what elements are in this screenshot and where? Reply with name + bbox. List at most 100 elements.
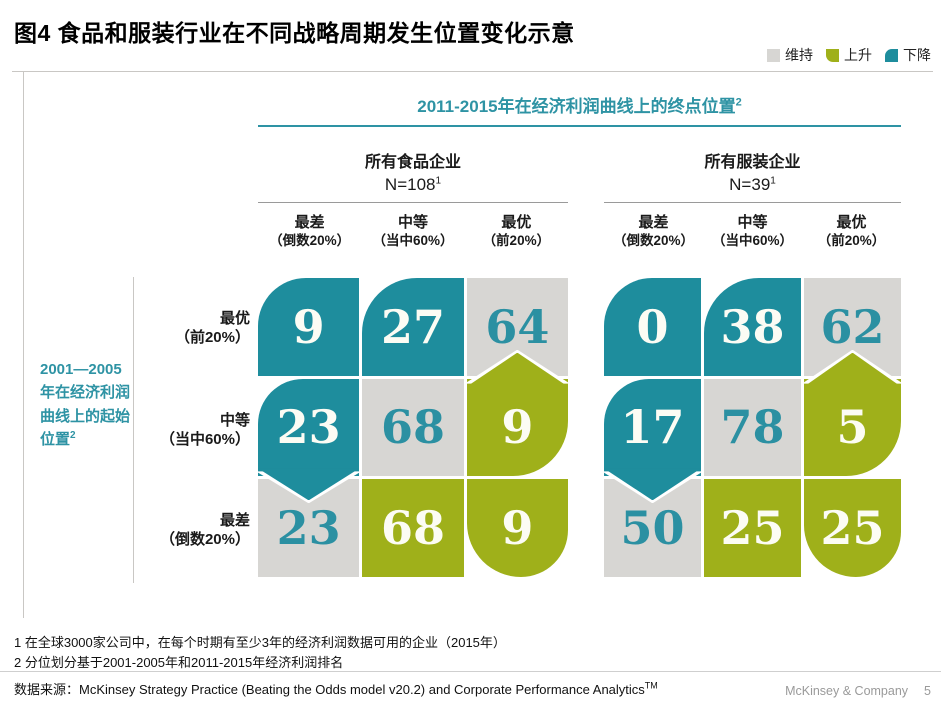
cell-value: 23 (276, 400, 341, 455)
cell-value: 5 (836, 400, 869, 455)
trademark-sup: TM (644, 680, 658, 691)
sample-size: N=1081 (258, 175, 568, 195)
column-header-middle: 中等 （当中60%） (703, 214, 802, 250)
start-position-text: 2001—2005年在经济利润曲线上的起始位置 (40, 361, 131, 448)
column-header-main: 中等 (397, 214, 428, 231)
matrix-cell-r1c2: 5 (804, 378, 901, 477)
column-header-worst: 最差 （倒数20%） (604, 214, 703, 250)
cell-value: 9 (292, 299, 325, 354)
column-header-worst: 最差 （倒数20%） (258, 214, 361, 250)
cell-value: 78 (720, 400, 785, 455)
slide-footer: McKinsey & Company 5 (785, 684, 931, 698)
matrix-cell-r1c0: 17 (604, 378, 701, 477)
matrix-cell-r0c1: 27 (362, 278, 464, 376)
column-header-sub: （当中60%） (372, 232, 454, 248)
footer-rule (0, 671, 941, 672)
group-header-food: 所有食品企业 N=1081 最差 （倒数20%） 中等 （当中60%） 最优 （… (258, 148, 568, 250)
cell-value: 27 (380, 299, 445, 354)
column-header-sub: （前20%） (482, 232, 551, 248)
matrix-cell-r0c0: 9 (258, 278, 360, 376)
cell-value: 9 (501, 501, 534, 556)
cell-value: 38 (720, 299, 785, 354)
end-position-footnote-ref: 2 (735, 96, 742, 109)
row-header-main: 中等 (219, 411, 250, 429)
group-header-apparel: 所有服装企业 N=391 最差 （倒数20%） 中等 （当中60%） 最优 （前… (604, 148, 901, 250)
frame-top-rule (12, 71, 933, 72)
source-text: McKinsey Strategy Practice (Beating the … (79, 682, 645, 697)
column-header-main: 中等 (737, 214, 768, 231)
company-name: McKinsey & Company (785, 684, 909, 698)
matrix-cell-r2c1: 25 (704, 479, 801, 577)
source-label: 数据来源： (14, 682, 80, 697)
frame-left-rule (23, 71, 24, 618)
matrix-cell-r2c2: 9 (466, 479, 568, 577)
column-header-middle: 中等 （当中60%） (361, 214, 464, 250)
down-swatch-icon (885, 48, 898, 62)
column-header-main: 最优 (836, 214, 867, 231)
row-header-worst: 最差 （倒数20%） (136, 500, 250, 560)
cell-value: 25 (720, 501, 785, 556)
matrix-cell-r1c2: 9 (466, 378, 568, 477)
page-title: 图4 食品和服装行业在不同战略周期发生位置变化示意 (14, 20, 575, 46)
end-position-rule (258, 125, 901, 127)
matrix-cell-r2c0: 23 (258, 479, 360, 577)
column-header-sub: （当中60%） (711, 232, 794, 248)
row-header-middle: 中等 （当中60%） (136, 400, 250, 460)
matrix-cell-r1c1: 78 (704, 378, 801, 477)
group-name: 所有食品企业 (364, 154, 461, 171)
column-header-sub: （倒数20%） (612, 232, 695, 248)
group-rule (604, 202, 901, 203)
sample-size: N=391 (604, 175, 901, 195)
footnote-1: 1 在全球3000家公司中，在每个时期有至少3年的经济利润数据可用的企业（201… (14, 635, 506, 650)
matrix-cell-r0c0: 0 (604, 278, 701, 376)
matrix-apparel: 0 38 62 17 78 5 50 25 25 (604, 278, 901, 577)
row-header-main: 最差 (219, 511, 250, 529)
cell-value: 0 (636, 299, 669, 354)
cell-value: 62 (820, 299, 885, 354)
column-header-main: 最差 (294, 214, 325, 231)
footnote-2: 2 分位划分基于2001-2005年和2011-2015年经济利润排名 (14, 655, 344, 671)
row-header-sub: （当中60%） (159, 431, 250, 448)
legend: 维持 上升 下降 (767, 45, 931, 65)
cell-value: 25 (820, 501, 885, 556)
start-position-label: 2001—2005年在经济利润曲线上的起始位置2 (40, 358, 132, 451)
up-swatch-icon (826, 48, 839, 62)
column-header-sub: （倒数20%） (269, 232, 351, 248)
column-header-best: 最优 （前20%） (465, 214, 568, 250)
cell-value: 50 (620, 501, 685, 556)
sample-size-footnote-ref: 1 (435, 175, 442, 187)
sample-size-footnote-ref: 1 (770, 175, 776, 187)
matrix-cell-r2c2: 25 (804, 479, 901, 577)
group-name: 所有服装企业 (704, 154, 801, 171)
cell-value: 64 (485, 299, 550, 354)
sample-size-value: N=108 (384, 175, 436, 194)
column-header-main: 最优 (501, 214, 532, 231)
legend-item-keep: 维持 (767, 45, 813, 65)
legend-label: 下降 (903, 47, 931, 63)
start-position-footnote-ref: 2 (70, 429, 76, 441)
end-position-header: 2011-2015年在经济利润曲线上的终点位置2 (258, 92, 901, 117)
column-header-sub: （前20%） (817, 232, 886, 248)
row-header-sub: （前20%） (174, 329, 250, 346)
cell-value: 9 (501, 400, 534, 455)
row-header-sub: （倒数20%） (159, 531, 250, 548)
cell-value: 17 (620, 400, 685, 455)
cell-value: 23 (276, 501, 341, 556)
page-number: 5 (924, 684, 931, 698)
start-axis-rule (133, 277, 134, 583)
group-rule (258, 202, 568, 203)
matrix-cell-r1c0: 23 (258, 378, 360, 477)
column-header-main: 最差 (638, 214, 669, 231)
legend-label: 上升 (844, 47, 872, 63)
legend-item-up: 上升 (826, 45, 872, 65)
column-headers: 最差 （倒数20%） 中等 （当中60%） 最优 （前20%） (604, 214, 901, 250)
column-header-best: 最优 （前20%） (802, 214, 901, 250)
row-header-main: 最优 (219, 309, 250, 327)
legend-label: 维持 (785, 47, 813, 63)
sample-size-value: N=39 (729, 175, 771, 194)
end-position-text: 2011-2015年在经济利润曲线上的终点位置 (417, 97, 736, 116)
matrix-cell-r2c0: 50 (604, 479, 701, 577)
column-headers: 最差 （倒数20%） 中等 （当中60%） 最优 （前20%） (258, 214, 568, 250)
legend-item-down: 下降 (885, 45, 931, 65)
